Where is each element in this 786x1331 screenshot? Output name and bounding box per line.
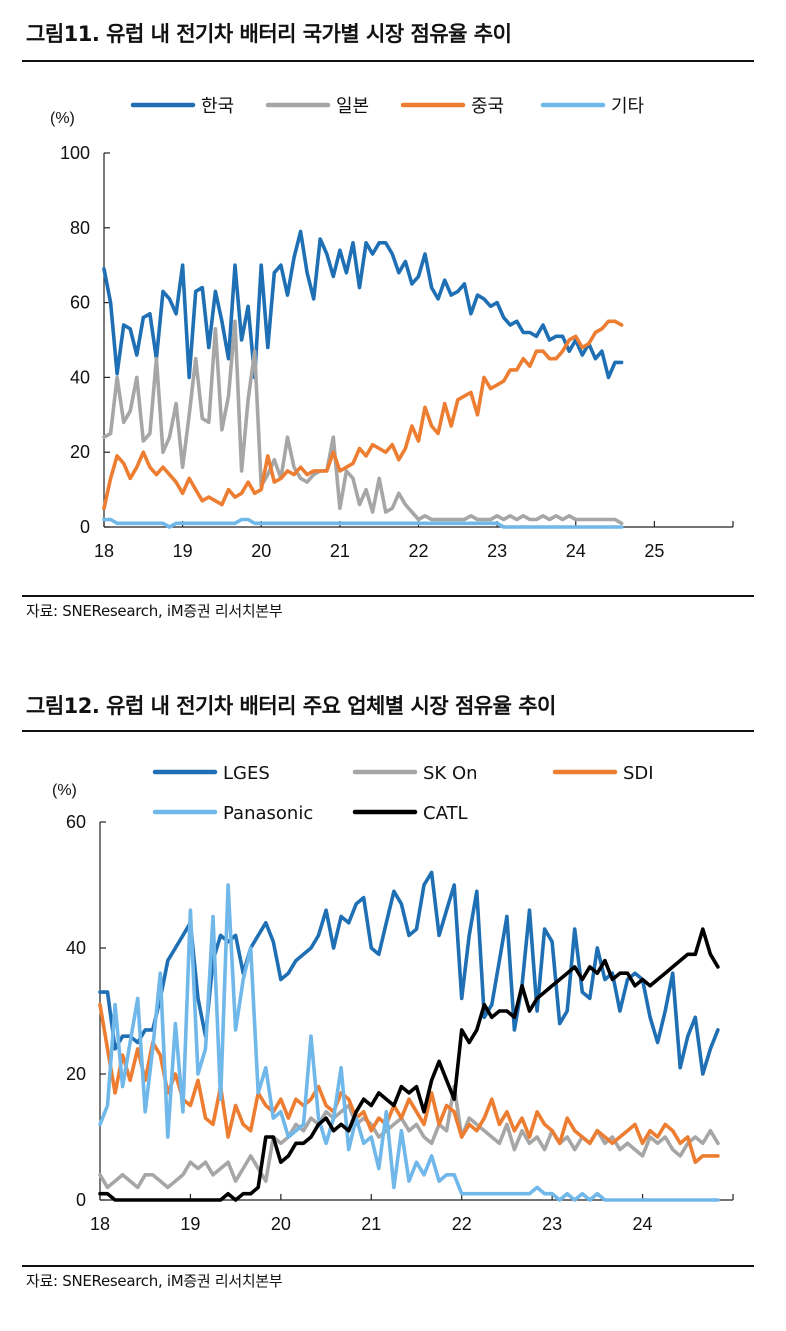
legend-label-SK On: SK On xyxy=(423,763,478,784)
x-tick-label: 22 xyxy=(408,541,428,561)
legend-label-기타: 기타 xyxy=(611,96,645,117)
legend-label-SDI: SDI xyxy=(623,763,654,784)
figure2-source: 자료: SNEResearch, iM증권 리서치본부 xyxy=(26,1272,283,1290)
series-line-한국 xyxy=(102,229,624,380)
legend-label-CATL: CATL xyxy=(423,803,468,824)
series-line-CATL xyxy=(98,927,720,1202)
x-tick-label: 20 xyxy=(251,541,271,561)
y-tick-label: 100 xyxy=(60,143,90,163)
x-tick-label: 25 xyxy=(644,541,664,561)
y-tick-label: 60 xyxy=(66,812,86,832)
legend-label-한국: 한국 xyxy=(201,96,234,117)
figure2-title: 그림12. 유럽 내 전기차 배터리 주요 업체별 시장 점유율 추이 xyxy=(26,694,556,718)
y-tick-label: 40 xyxy=(70,367,90,387)
series-line-기타 xyxy=(102,517,624,529)
y-tick-label: 60 xyxy=(70,293,90,313)
x-tick-label: 18 xyxy=(94,541,114,561)
y-tick-label: 0 xyxy=(80,517,90,537)
y-tick-label: 80 xyxy=(70,218,90,238)
y-tick-label: 40 xyxy=(66,938,86,958)
x-tick-label: 20 xyxy=(271,1214,291,1234)
series-line-SDI xyxy=(98,1002,720,1164)
figure1-title: 그림11. 유럽 내 전기차 배터리 국가별 시장 점유율 추이 xyxy=(26,22,512,46)
figure2-source-rule xyxy=(22,1265,754,1267)
series-line-LGES xyxy=(98,870,720,1076)
y-tick-label: 20 xyxy=(70,442,90,462)
x-tick-label: 18 xyxy=(90,1214,110,1234)
x-tick-label: 19 xyxy=(173,541,193,561)
y-unit-label: (%) xyxy=(52,782,77,799)
x-tick-label: 21 xyxy=(361,1214,381,1234)
x-tick-label: 23 xyxy=(487,541,507,561)
country-share-chart: 0 20 40 60 80 100 18 19 20 21 22 23 24 25 (%) 한국 일본 중국 기타 xyxy=(50,96,734,561)
series-line-일본 xyxy=(102,319,624,526)
series-line-중국 xyxy=(102,319,624,511)
y-unit-label: (%) xyxy=(50,110,75,127)
y-tick-label: 20 xyxy=(66,1064,86,1084)
figure1-source: 자료: SNEResearch, iM증권 리서치본부 xyxy=(26,602,283,620)
figure1-source-rule xyxy=(22,595,754,597)
legend-label-LGES: LGES xyxy=(223,763,270,784)
series-line-Panasonic xyxy=(98,883,720,1202)
x-tick-label: 24 xyxy=(633,1214,653,1234)
x-tick-label: 22 xyxy=(452,1214,472,1234)
x-tick-label: 23 xyxy=(542,1214,562,1234)
figure1-title-rule xyxy=(22,60,754,62)
x-tick-label: 24 xyxy=(566,541,586,561)
legend-label-Panasonic: Panasonic xyxy=(223,803,313,824)
legend-label-중국: 중국 xyxy=(471,96,504,117)
figure2-title-rule xyxy=(22,730,754,732)
y-tick-label: 0 xyxy=(76,1190,86,1210)
legend-label-일본: 일본 xyxy=(336,96,369,117)
x-tick-label: 21 xyxy=(330,541,350,561)
x-tick-label: 19 xyxy=(180,1214,200,1234)
